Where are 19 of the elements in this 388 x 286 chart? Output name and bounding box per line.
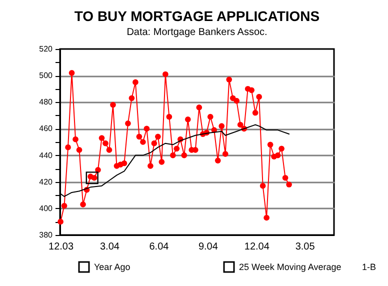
y-tick-label: 420 <box>39 177 54 186</box>
y-tick-label: 480 <box>39 98 54 107</box>
y-tick-label: 440 <box>39 150 54 160</box>
legend-label: 25 Week Moving Average <box>239 262 342 272</box>
x-tick-label: 6.04 <box>149 242 170 252</box>
y-tick-label: 460 <box>39 124 54 134</box>
x-tick-label: 12.04 <box>244 242 270 252</box>
y-tick-label: 400 <box>39 204 54 213</box>
legend-label: Year Ago <box>94 262 130 272</box>
chart-title: TO BUY MORTGAGE APPLICATIONS <box>74 8 320 24</box>
chart-subtitle: Data: Mortgage Bankers Assoc. <box>126 27 268 38</box>
x-tick-label: 3.05 <box>295 242 316 252</box>
text: 1-B <box>362 262 376 272</box>
y-tick-label: 520 <box>39 44 54 54</box>
y-tick-label: 500 <box>39 71 54 80</box>
x-tick-label: 3.04 <box>100 242 120 252</box>
x-tick-label: 9.04 <box>198 242 218 252</box>
x-tick-label: 12.03 <box>48 242 74 252</box>
y-tick-label: 380 <box>39 230 54 240</box>
